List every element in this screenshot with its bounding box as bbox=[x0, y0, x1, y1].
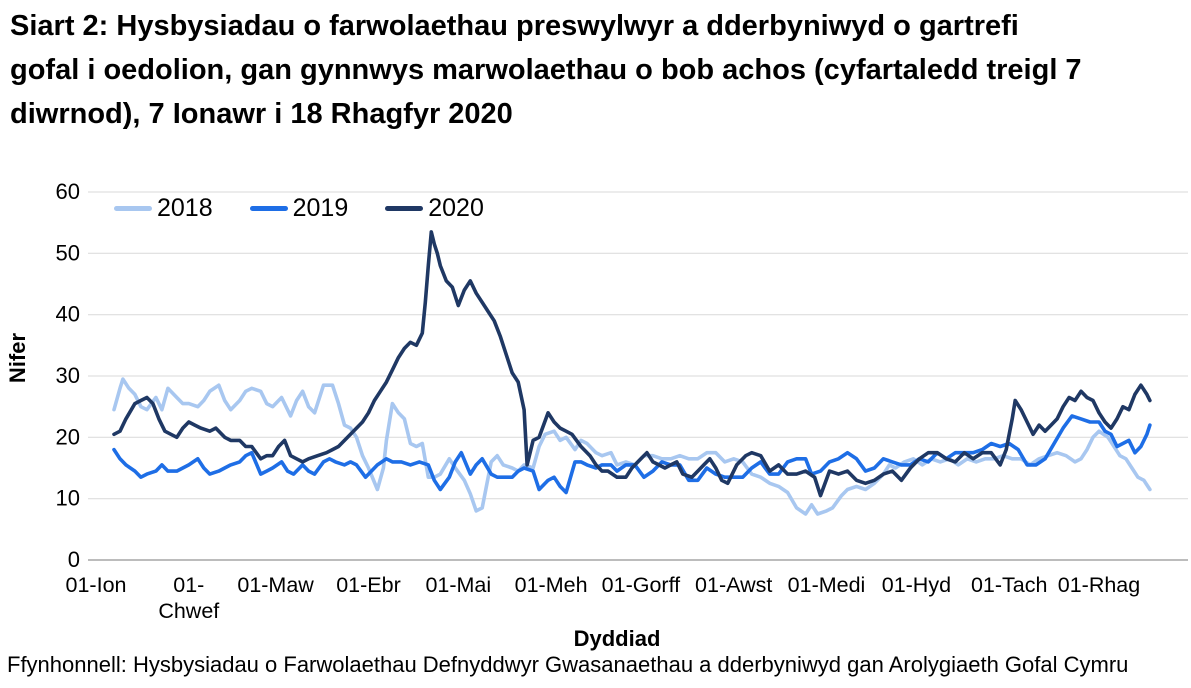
legend-label-2020: 2020 bbox=[428, 194, 484, 222]
x-tick-label-01-Meh: 01-Meh bbox=[515, 573, 588, 597]
y-tick-label-10: 10 bbox=[56, 486, 80, 511]
x-tick-label-01-Tach: 01-Tach bbox=[971, 573, 1048, 597]
y-tick-label-0: 0 bbox=[68, 547, 80, 572]
x-tick-label-01-Hyd: 01-Hyd bbox=[882, 573, 951, 597]
legend-swatch-2020 bbox=[385, 206, 424, 211]
series-line-2020 bbox=[112, 230, 1152, 498]
legend-item-2020: 2020 bbox=[385, 194, 484, 223]
x-axis-title: Dyddiad bbox=[574, 626, 661, 651]
series-line-2018 bbox=[112, 377, 1152, 516]
y-tick-label-20: 20 bbox=[56, 424, 80, 449]
plot-area: 0 10 20 30 40 50 60 01-Ion 01-Chwef 01-Maw 01-Ebr 0… bbox=[56, 179, 1188, 623]
series-line-2019 bbox=[112, 414, 1152, 495]
x-tick-label-01-Awst: 01-Awst bbox=[695, 573, 772, 597]
y-tick-label-40: 40 bbox=[56, 302, 80, 327]
legend-item-2019: 2019 bbox=[249, 194, 349, 223]
legend-label-2018: 2018 bbox=[157, 194, 213, 222]
x-tick-label-01-Chwef: 01-Chwef bbox=[158, 573, 219, 623]
x-tick-label-01-Ebr: 01-Ebr bbox=[336, 573, 401, 597]
chart-title: Siart 2: Hysbysiadau o farwolaethau pres… bbox=[10, 10, 1082, 130]
chart-legend: 2018 2019 2020 bbox=[114, 194, 484, 223]
x-tick-label-01-Ion: 01-Ion bbox=[66, 573, 127, 597]
x-tick-label-01-Gorff: 01-Gorff bbox=[602, 573, 680, 597]
y-tick-label-30: 30 bbox=[56, 363, 80, 388]
x-tick-label-01-Mai: 01-Mai bbox=[425, 573, 491, 597]
x-tick-label-01-Rhag: 01-Rhag bbox=[1058, 573, 1140, 597]
y-tick-label-50: 50 bbox=[56, 240, 80, 265]
legend-item-2018: 2018 bbox=[114, 194, 213, 223]
legend-swatch-2018 bbox=[114, 206, 152, 211]
legend-swatch-2019 bbox=[249, 206, 288, 211]
y-tick-label-60: 60 bbox=[56, 179, 80, 204]
x-tick-label-01-Maw: 01-Maw bbox=[237, 573, 314, 597]
legend-label-2019: 2019 bbox=[292, 194, 349, 222]
source-note: Ffynhonnell: Hysbysiadau o Farwolaethau … bbox=[7, 652, 1129, 677]
y-axis-title: Nifer bbox=[5, 333, 30, 384]
x-tick-label-01-Medi: 01-Medi bbox=[788, 573, 866, 597]
